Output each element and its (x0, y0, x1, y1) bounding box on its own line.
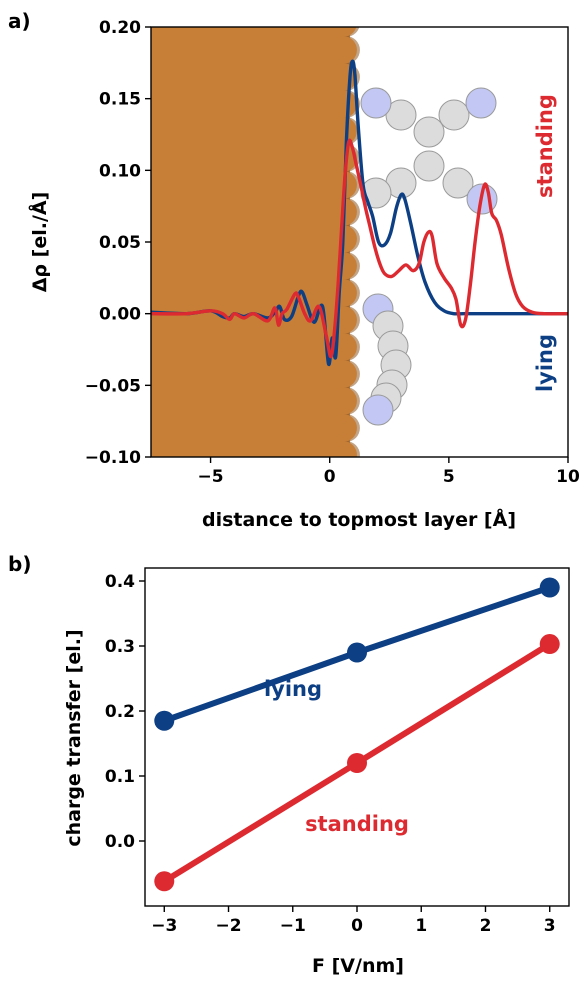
surface-atom (328, 90, 357, 118)
panel-b-ytick-label: 0.4 (105, 572, 135, 592)
panel-a-ytick-label: 0.20 (99, 18, 141, 38)
panel-a-ytick-label: 0.05 (99, 233, 141, 253)
panel-b-standing-label: standing (305, 812, 409, 836)
panel-b-ylabel: charge transfer [el.] (63, 629, 85, 846)
panel-a-ytick-label: −0.10 (85, 448, 141, 468)
panel-b-ytick-label: 0.0 (105, 832, 135, 852)
panel-b-xtick-label: −2 (215, 916, 241, 936)
data-point-standing (539, 634, 560, 655)
metal-slab (151, 27, 350, 457)
panel-b-series (154, 577, 560, 892)
panel-a-ytick-label: 0.00 (99, 305, 141, 325)
panel-b-xtick-label: 3 (544, 916, 556, 936)
data-point-lying (347, 642, 367, 663)
panel-a-label: a) (8, 9, 31, 33)
panel-a-xlabel: distance to topmost layer [Å] (202, 507, 516, 531)
panel-b-xtick-label: 0 (351, 916, 363, 936)
panel-a-ytick-label: 0.15 (99, 90, 141, 110)
panel-a-ytick-label: −0.05 (85, 376, 141, 396)
surface-atom (328, 144, 357, 172)
surface-atom (329, 27, 357, 37)
molecule-atom (413, 150, 445, 182)
panel-a-ylabel: Δρ [el./Å] (27, 192, 51, 293)
panel-b-xtick-label: −1 (280, 916, 306, 936)
surface-atom (328, 279, 357, 307)
molecule-atom (442, 167, 474, 199)
panel-b-xlabel: F [V/nm] (312, 955, 404, 977)
data-point-standing (347, 753, 367, 773)
panel-b-ytick-label: 0.1 (105, 767, 135, 787)
data-point-lying (154, 710, 175, 731)
panel-b-xtick-label: 2 (480, 916, 492, 936)
surface-atom (328, 36, 357, 64)
panel-a-xtick-label: 5 (443, 467, 455, 487)
panel-a-chart: −5 0 5 10 −0.10 −0.05 0.00 0.05 0.10 0.15 0.20 dis… (27, 18, 580, 531)
surface-atom (328, 387, 357, 415)
surface-atom (328, 441, 357, 457)
panel-a-standing-label: standing (533, 94, 557, 198)
panel-a-xtick-label: 10 (556, 467, 580, 487)
data-point-lying (539, 577, 560, 598)
molecule-atom (362, 394, 394, 426)
surface-atom (328, 360, 357, 388)
panel-b-ticks: −3 −2 −1 0 1 2 3 0.0 0.1 0.2 0.3 0.4 (105, 572, 556, 936)
panel-b-xtick-label: 1 (415, 916, 427, 936)
panel-b-chart: −3 −2 −1 0 1 2 3 0.0 0.1 0.2 0.3 0.4 F [V/nm] charg… (63, 567, 570, 977)
lying-molecule-illustration (362, 293, 412, 426)
surface-atom (328, 117, 357, 145)
panel-a-ytick-label: 0.10 (99, 161, 141, 181)
panel-a-xtick-label: 0 (324, 467, 336, 487)
panel-a-ticks: −5 0 5 10 −0.10 −0.05 0.00 0.05 0.10 0.15 0.20 (85, 18, 580, 487)
panel-b-ytick-label: 0.2 (105, 702, 135, 722)
molecule-atom (465, 87, 497, 119)
molecule-atom (385, 99, 417, 131)
metal-surface (151, 27, 360, 457)
molecule-atom (438, 99, 470, 131)
panel-b-label: b) (8, 552, 31, 576)
surface-atom (328, 414, 357, 442)
panel-a-series (151, 59, 568, 366)
panel-a-lying-label: lying (533, 334, 557, 392)
panel-b-lying-label: lying (264, 677, 322, 701)
panel-b-ytick-label: 0.3 (105, 637, 135, 657)
panel-b-xtick-label: −3 (151, 916, 177, 936)
data-point-standing (154, 871, 175, 892)
molecule-atom (360, 87, 392, 119)
series-line-standing (151, 138, 568, 359)
panel-a-xtick-label: −5 (198, 467, 224, 487)
series-line-lying (151, 59, 568, 366)
molecule-atom (413, 116, 445, 148)
standing-molecule-illustration (360, 87, 498, 215)
